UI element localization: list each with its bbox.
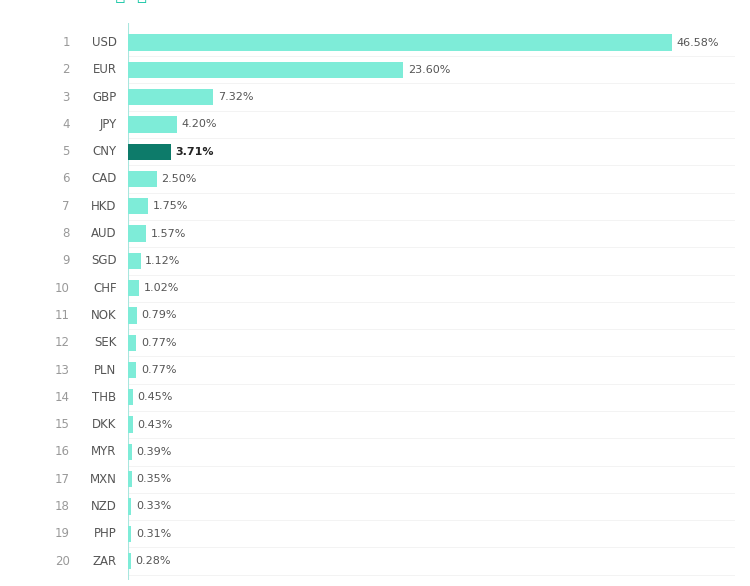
Text: CNY: CNY bbox=[92, 145, 116, 158]
Text: 13: 13 bbox=[55, 363, 70, 377]
Text: 0.77%: 0.77% bbox=[141, 338, 177, 347]
Text: 12: 12 bbox=[55, 336, 70, 349]
Bar bbox=[128, 553, 130, 569]
Text: 16: 16 bbox=[55, 445, 70, 458]
Text: 9: 9 bbox=[62, 254, 70, 267]
Text: 10: 10 bbox=[55, 282, 70, 295]
Text: 0.33%: 0.33% bbox=[136, 502, 171, 512]
Bar bbox=[128, 35, 672, 51]
Text: 0.45%: 0.45% bbox=[137, 392, 172, 403]
Text: NZD: NZD bbox=[91, 500, 116, 513]
Text: 2.50%: 2.50% bbox=[161, 174, 196, 184]
Text: SEK: SEK bbox=[94, 336, 116, 349]
Text: 7.32%: 7.32% bbox=[217, 92, 254, 102]
Bar bbox=[128, 526, 131, 542]
Text: 0.77%: 0.77% bbox=[141, 365, 177, 375]
Text: 11: 11 bbox=[55, 309, 70, 322]
Text: JPY: JPY bbox=[99, 118, 116, 131]
Text: 46.58%: 46.58% bbox=[676, 38, 718, 47]
Text: 1: 1 bbox=[62, 36, 70, 49]
Text: 5: 5 bbox=[62, 145, 70, 158]
Bar bbox=[128, 89, 213, 105]
Bar bbox=[128, 471, 131, 488]
Text: 15: 15 bbox=[55, 418, 70, 431]
Text: 19: 19 bbox=[55, 527, 70, 540]
Bar bbox=[128, 171, 157, 187]
Text: MXN: MXN bbox=[90, 473, 116, 486]
Bar bbox=[128, 498, 131, 515]
Text: EUR: EUR bbox=[92, 63, 116, 76]
Text: 0.35%: 0.35% bbox=[136, 474, 172, 484]
Bar bbox=[128, 62, 404, 78]
Text: 23.60%: 23.60% bbox=[408, 65, 450, 75]
Bar bbox=[128, 253, 140, 269]
Text: CHF: CHF bbox=[93, 282, 116, 295]
Text: ZAR: ZAR bbox=[92, 554, 116, 567]
Text: USD: USD bbox=[92, 36, 116, 49]
Text: 1.57%: 1.57% bbox=[151, 229, 186, 239]
Text: 0.79%: 0.79% bbox=[142, 311, 177, 321]
Text: CAD: CAD bbox=[92, 172, 116, 186]
Text: PLN: PLN bbox=[94, 363, 116, 377]
Bar bbox=[128, 280, 140, 297]
Text: PHP: PHP bbox=[94, 527, 116, 540]
Text: AUD: AUD bbox=[91, 227, 116, 240]
Text: 1.12%: 1.12% bbox=[146, 256, 181, 266]
Text: 18: 18 bbox=[55, 500, 70, 513]
Text: 0.39%: 0.39% bbox=[136, 447, 172, 457]
Text: 0.28%: 0.28% bbox=[136, 556, 171, 566]
Text: THB: THB bbox=[92, 391, 116, 404]
Text: 1.75%: 1.75% bbox=[152, 201, 188, 212]
Bar bbox=[128, 144, 171, 160]
Bar bbox=[128, 198, 148, 214]
Text: GBP: GBP bbox=[92, 91, 116, 104]
Bar bbox=[128, 444, 132, 460]
Text: 0.43%: 0.43% bbox=[137, 420, 172, 430]
Text: NOK: NOK bbox=[91, 309, 116, 322]
Text: 1.02%: 1.02% bbox=[144, 283, 179, 293]
Text: 7: 7 bbox=[62, 200, 70, 213]
Text: 4.20%: 4.20% bbox=[182, 120, 217, 130]
Bar bbox=[128, 226, 146, 242]
Text: 4: 4 bbox=[62, 118, 70, 131]
Bar bbox=[128, 116, 176, 132]
Text: 2023年9月: 2023年9月 bbox=[70, 0, 148, 4]
Bar bbox=[128, 417, 133, 433]
Text: MYR: MYR bbox=[92, 445, 116, 458]
Bar bbox=[128, 335, 136, 351]
Text: 6: 6 bbox=[62, 172, 70, 186]
Text: 20: 20 bbox=[55, 554, 70, 567]
Text: 3.71%: 3.71% bbox=[176, 146, 214, 156]
Bar bbox=[128, 389, 133, 406]
Bar bbox=[128, 362, 136, 378]
Text: 3: 3 bbox=[62, 91, 70, 104]
Text: 2: 2 bbox=[62, 63, 70, 76]
Text: DKK: DKK bbox=[92, 418, 116, 431]
Text: 14: 14 bbox=[55, 391, 70, 404]
Text: SGD: SGD bbox=[91, 254, 116, 267]
Text: 17: 17 bbox=[55, 473, 70, 486]
Text: 0.31%: 0.31% bbox=[136, 529, 171, 539]
Bar bbox=[128, 307, 136, 323]
Text: 8: 8 bbox=[62, 227, 70, 240]
Text: HKD: HKD bbox=[91, 200, 116, 213]
